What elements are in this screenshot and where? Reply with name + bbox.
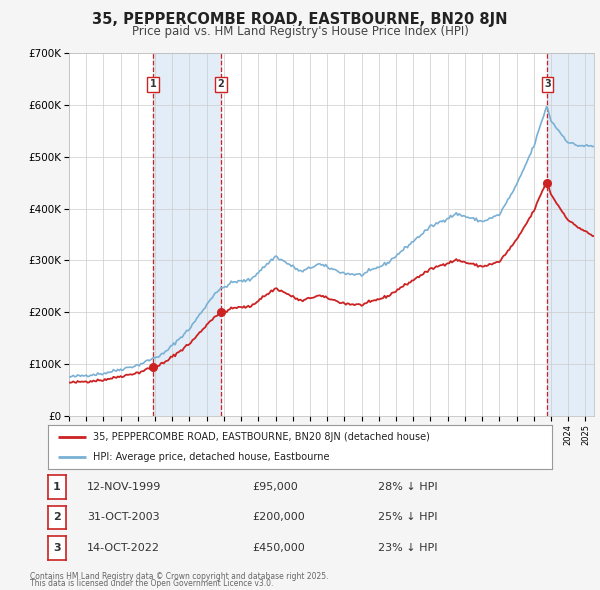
- Text: 3: 3: [544, 79, 551, 89]
- Text: HPI: Average price, detached house, Eastbourne: HPI: Average price, detached house, East…: [94, 452, 330, 462]
- Text: This data is licensed under the Open Government Licence v3.0.: This data is licensed under the Open Gov…: [30, 579, 274, 588]
- Text: 14-OCT-2022: 14-OCT-2022: [87, 543, 160, 553]
- Text: 31-OCT-2003: 31-OCT-2003: [87, 513, 160, 522]
- Text: £200,000: £200,000: [252, 513, 305, 522]
- Text: 25% ↓ HPI: 25% ↓ HPI: [378, 513, 437, 522]
- Text: 35, PEPPERCOMBE ROAD, EASTBOURNE, BN20 8JN (detached house): 35, PEPPERCOMBE ROAD, EASTBOURNE, BN20 8…: [94, 432, 430, 442]
- Text: 1: 1: [53, 482, 61, 491]
- Text: 2: 2: [218, 79, 224, 89]
- Text: £450,000: £450,000: [252, 543, 305, 553]
- Text: £95,000: £95,000: [252, 482, 298, 491]
- Text: 1: 1: [149, 79, 156, 89]
- Text: 28% ↓ HPI: 28% ↓ HPI: [378, 482, 437, 491]
- Bar: [547, 53, 594, 416]
- Bar: [153, 53, 221, 416]
- Text: 12-NOV-1999: 12-NOV-1999: [87, 482, 161, 491]
- Text: 23% ↓ HPI: 23% ↓ HPI: [378, 543, 437, 553]
- Text: Price paid vs. HM Land Registry's House Price Index (HPI): Price paid vs. HM Land Registry's House …: [131, 25, 469, 38]
- Text: 35, PEPPERCOMBE ROAD, EASTBOURNE, BN20 8JN: 35, PEPPERCOMBE ROAD, EASTBOURNE, BN20 8…: [92, 12, 508, 27]
- Text: 3: 3: [53, 543, 61, 553]
- Text: 2: 2: [53, 513, 61, 522]
- Text: Contains HM Land Registry data © Crown copyright and database right 2025.: Contains HM Land Registry data © Crown c…: [30, 572, 329, 581]
